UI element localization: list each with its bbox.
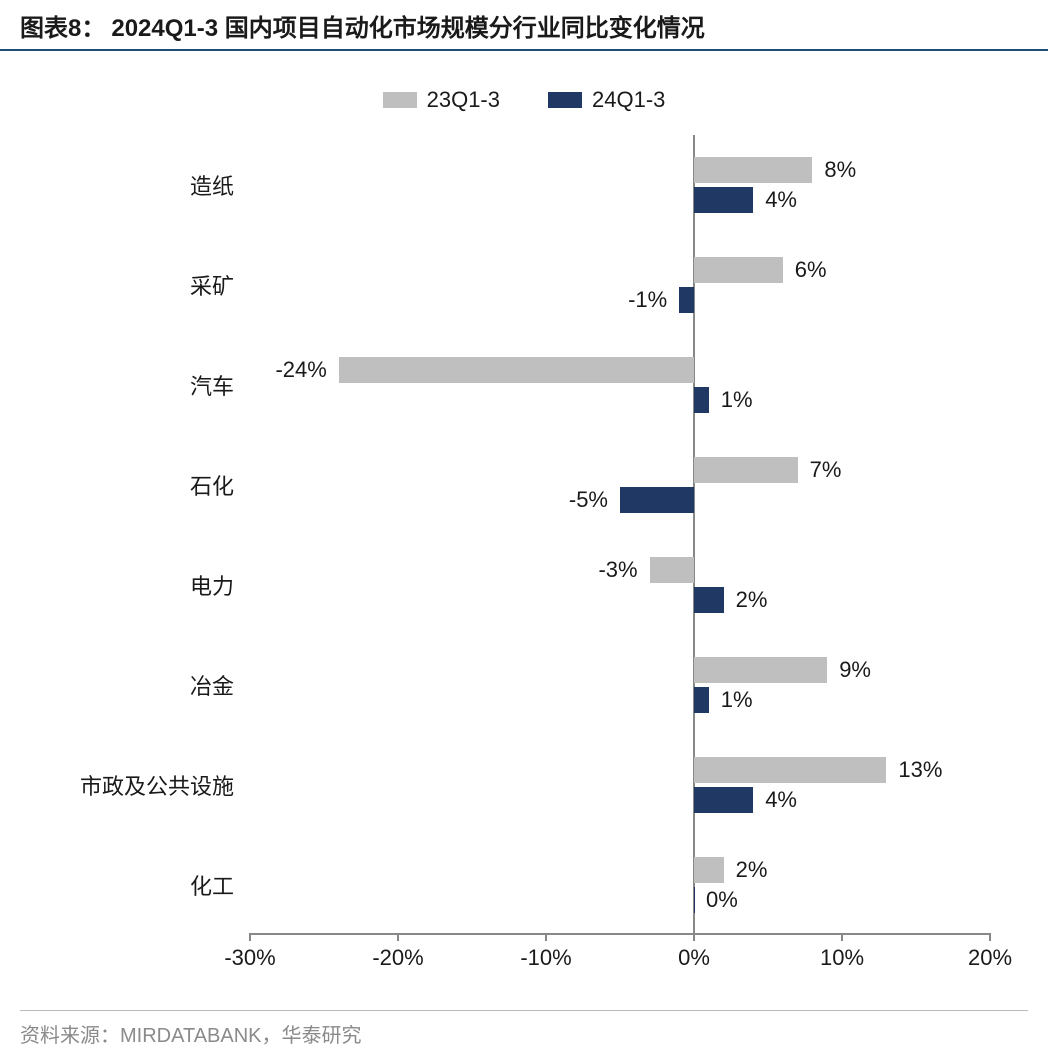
chart-title-bar: 图表8： 2024Q1-3 国内项目自动化市场规模分行业同比变化情况 (0, 0, 1048, 51)
category-label: 化工 (190, 869, 234, 901)
x-tick-label: 20% (968, 945, 1012, 971)
bar (620, 487, 694, 513)
chart-legend: 23Q1-3 24Q1-3 (20, 87, 1028, 113)
legend-item: 23Q1-3 (383, 87, 500, 113)
bar-value-label: 4% (765, 187, 797, 213)
bar-value-label: 7% (810, 457, 842, 483)
bar (694, 457, 798, 483)
bar (694, 387, 709, 413)
x-tick (989, 933, 991, 941)
category-label: 采矿 (190, 269, 234, 301)
x-tick-label: -10% (520, 945, 571, 971)
x-tick (249, 933, 251, 941)
bar-value-label: 1% (721, 387, 753, 413)
x-tick-label: 0% (678, 945, 710, 971)
chart-number: 图表8： (20, 8, 105, 43)
bar-value-label: 1% (721, 687, 753, 713)
x-tick (545, 933, 547, 941)
legend-label: 24Q1-3 (592, 87, 665, 113)
bar (694, 587, 724, 613)
bar-value-label: 6% (795, 257, 827, 283)
legend-label: 23Q1-3 (427, 87, 500, 113)
bar-value-label: -5% (569, 487, 608, 513)
source-text: 资料来源：MIRDATABANK，华泰研究 (20, 1025, 362, 1047)
bar-value-label: 2% (736, 857, 768, 883)
x-tick (693, 933, 695, 941)
category-label: 石化 (190, 469, 234, 501)
bar (694, 757, 886, 783)
chart-source-footer: 资料来源：MIRDATABANK，华泰研究 (20, 1010, 1028, 1048)
legend-swatch (383, 92, 417, 108)
bar (694, 257, 783, 283)
bar-value-label: 0% (706, 887, 738, 913)
bar (694, 857, 724, 883)
bar-value-label: 9% (839, 657, 871, 683)
plot-area: -30%-20%-10%0%10%20%8%4%6%-1%-24%1%7%-5%… (250, 135, 990, 935)
category-label: 汽车 (190, 369, 234, 401)
category-label: 造纸 (190, 169, 234, 201)
bar-value-label: -1% (628, 287, 667, 313)
bar-value-label: 2% (736, 587, 768, 613)
bar-value-label: -24% (275, 357, 326, 383)
x-tick-label: -20% (372, 945, 423, 971)
bar (694, 887, 695, 913)
bar (694, 787, 753, 813)
bar (339, 357, 694, 383)
x-tick (841, 933, 843, 941)
bar-value-label: 4% (765, 787, 797, 813)
bar (650, 557, 694, 583)
category-label: 电力 (190, 569, 234, 601)
bar (694, 157, 812, 183)
bar (694, 657, 827, 683)
zero-axis-line (693, 135, 695, 933)
category-labels: 造纸采矿汽车石化电力冶金市政及公共设施化工 (20, 135, 250, 935)
category-label: 市政及公共设施 (80, 769, 234, 801)
bar-value-label: 13% (898, 757, 942, 783)
x-tick (397, 933, 399, 941)
x-tick-label: 10% (820, 945, 864, 971)
category-label: 冶金 (190, 669, 234, 701)
bar-value-label: 8% (824, 157, 856, 183)
x-tick-label: -30% (224, 945, 275, 971)
bar (694, 187, 753, 213)
chart-area: 23Q1-3 24Q1-3 造纸采矿汽车石化电力冶金市政及公共设施化工 -30% -… (20, 75, 1028, 995)
legend-swatch (548, 92, 582, 108)
bar (679, 287, 694, 313)
legend-item: 24Q1-3 (548, 87, 665, 113)
bar (694, 687, 709, 713)
bar-value-label: -3% (598, 557, 637, 583)
chart-title: 2024Q1-3 国内项目自动化市场规模分行业同比变化情况 (111, 8, 704, 43)
